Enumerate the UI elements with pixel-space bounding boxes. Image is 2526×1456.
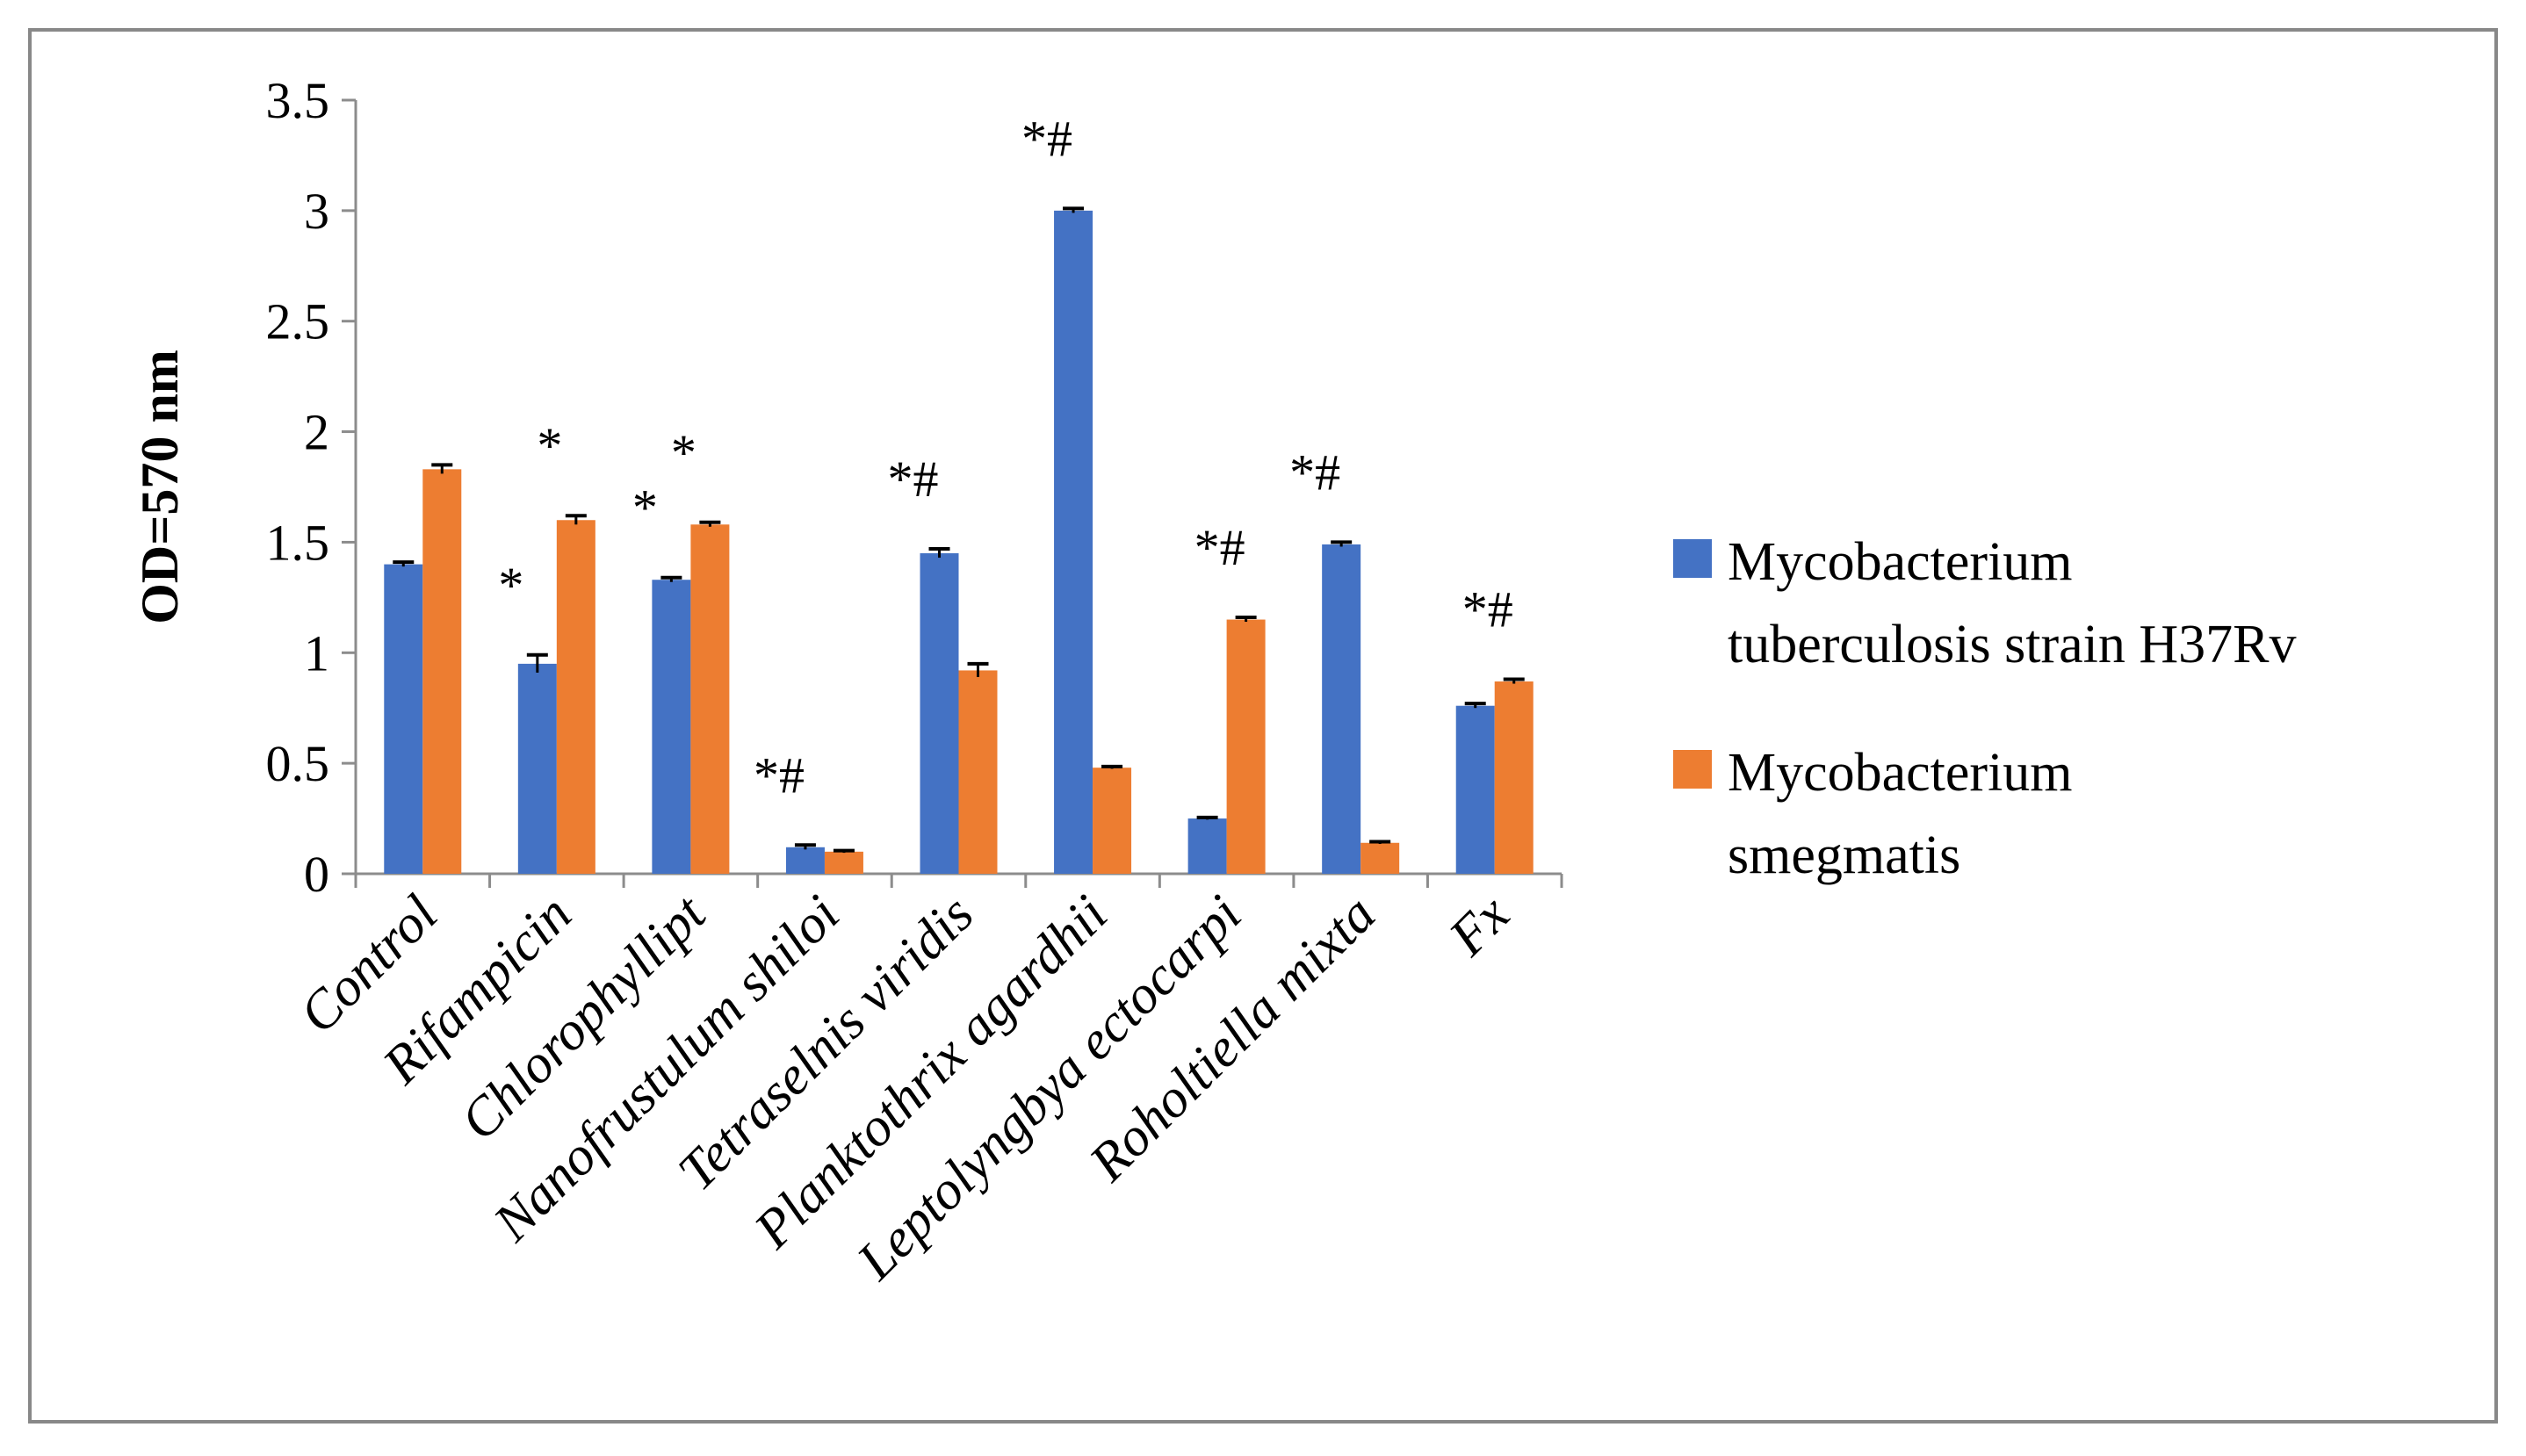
error-bar (1464, 702, 1486, 709)
y-tick-label: 1 (304, 624, 329, 681)
y-tick-label: 3 (304, 183, 329, 240)
significance-annotation: *# (1289, 443, 1340, 501)
error-bar (967, 661, 989, 677)
significance-annotation: * (671, 424, 696, 481)
bar-tuberculosis (384, 564, 423, 874)
error-bar (1101, 764, 1123, 769)
bars (384, 206, 1534, 874)
legend-label: smegmatis (1728, 825, 1960, 885)
bar-smegmatis (1494, 681, 1534, 874)
significance-annotation: *# (754, 746, 805, 804)
error-bar (1503, 677, 1525, 684)
significance-annotation: * (537, 417, 562, 474)
error-bar (1369, 840, 1391, 845)
error-bar (928, 546, 950, 559)
bar-smegmatis (1360, 842, 1400, 874)
bar-smegmatis (1226, 619, 1266, 874)
error-bar (1196, 815, 1218, 820)
bar-tuberculosis (785, 847, 825, 874)
error-bar (393, 560, 415, 567)
error-bar (431, 463, 453, 474)
y-tick-label: 3.5 (266, 72, 330, 129)
y-tick-label: 2 (304, 404, 329, 461)
legend-label: tuberculosis strain H37Rv (1728, 615, 2297, 674)
y-tick-label: 1.5 (266, 514, 330, 571)
bar-smegmatis (1093, 768, 1132, 874)
y-tick-label: 0.5 (266, 735, 330, 792)
significance-annotation: * (632, 479, 658, 537)
bar-tuberculosis (920, 553, 959, 874)
error-bar (699, 520, 721, 527)
bar-tuberculosis (1455, 705, 1495, 874)
error-bar (794, 843, 816, 850)
legend-item: Mycobacterium smegmatis (1673, 743, 2073, 885)
significance-annotation: * (498, 557, 523, 614)
labels: 00.511.522.533.5OD=570 nmControl**Rifamp… (131, 72, 1521, 1292)
error-bar (526, 652, 548, 673)
error-bar (1331, 540, 1353, 547)
bar-tuberculosis (1054, 210, 1093, 874)
bar-smegmatis (422, 469, 462, 874)
y-tick-label: 2.5 (266, 293, 330, 350)
significance-annotation: *# (1194, 519, 1245, 576)
legend-label: Mycobacterium (1728, 532, 2073, 592)
error-bar (1235, 616, 1257, 623)
y-tick-label: 0 (304, 846, 329, 903)
bar-tuberculosis (652, 580, 691, 874)
error-bar (660, 575, 682, 582)
significance-annotation: *# (888, 450, 939, 508)
legend-swatch-smegmatis (1673, 750, 1712, 789)
bar-tuberculosis (1187, 818, 1227, 874)
legend-label: Mycobacterium (1728, 743, 2073, 803)
error-bar (565, 514, 587, 525)
error-bar (1063, 206, 1085, 213)
bar-tuberculosis (517, 663, 557, 874)
bar-smegmatis (556, 520, 595, 874)
error-bar (833, 848, 855, 854)
bar-tuberculosis (1322, 544, 1361, 874)
bar-smegmatis (958, 670, 998, 874)
legend-item: Mycobacterium tuberculosis strain H37Rv (1673, 532, 2297, 674)
bar-smegmatis (690, 524, 730, 874)
legend-swatch-tuberculosis (1673, 539, 1712, 578)
y-axis-title: OD=570 nm (131, 350, 189, 624)
significance-annotation: *# (1462, 580, 1513, 638)
bar-smegmatis (824, 851, 863, 874)
significance-annotation: *# (1021, 110, 1072, 167)
